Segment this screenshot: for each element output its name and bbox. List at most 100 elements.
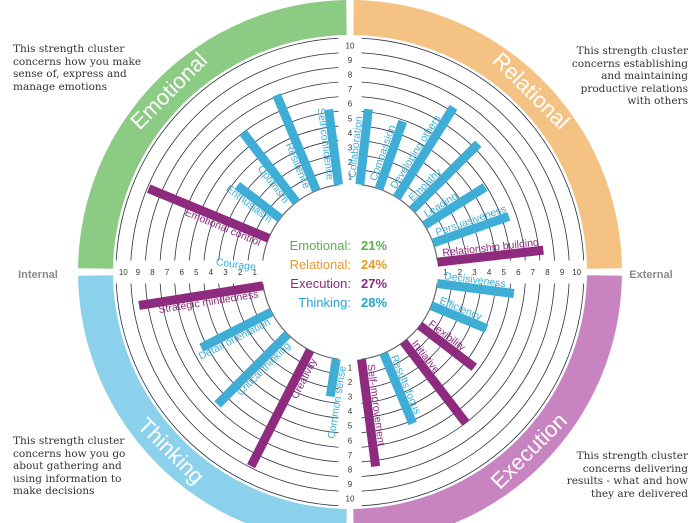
grid-circle [361, 52, 570, 261]
legend-name-execution: Execution: [290, 276, 351, 291]
bar-critical-thinking [214, 331, 291, 408]
legend-percent-execution: 27% [361, 276, 387, 291]
grid-circle [232, 154, 339, 261]
tick-label: 8 [348, 71, 353, 80]
grid-circle [361, 283, 555, 477]
tick-label: 10 [346, 495, 355, 504]
thinking-description: This strength cluster concerns how you g… [13, 435, 126, 497]
grid-circle [361, 283, 438, 360]
tick-label: 5 [501, 268, 506, 277]
grid-circle [361, 283, 453, 375]
tick-label: 8 [348, 466, 353, 475]
tick-label: 3 [348, 393, 353, 402]
tick-label: 7 [348, 451, 353, 460]
tick-label: 4 [348, 129, 353, 138]
grid-circle [115, 37, 339, 261]
grid-circle [203, 125, 339, 261]
bar-relationship-building [436, 245, 544, 267]
execution-description: This strength cluster concerns deliverin… [566, 450, 688, 500]
bar-common-sense [325, 358, 341, 398]
grid-circle [361, 81, 541, 261]
legend-name-emotional: Emotional: [290, 238, 351, 253]
bar-creativity [247, 348, 315, 469]
grid-circle [361, 283, 570, 492]
tick-label: 8 [545, 268, 550, 277]
grid-circle [115, 283, 339, 507]
execution-ring-segment [353, 275, 622, 523]
grid-circle [361, 283, 541, 463]
tick-label: 7 [531, 268, 536, 277]
tick-label: 3 [348, 144, 353, 153]
grid-circle [159, 81, 339, 261]
cluster-ring [76, 0, 624, 523]
tick-label: 1 [348, 173, 353, 182]
grid-circle [262, 184, 339, 261]
legend-name-thinking: Thinking: [298, 295, 351, 310]
bar-persuasiveness [431, 212, 511, 248]
grid-circle [361, 283, 526, 448]
bar-leading [422, 183, 488, 229]
tick-label: 2 [238, 268, 243, 277]
thinking-ring-segment [78, 275, 347, 523]
tick-label: 1 [252, 268, 257, 277]
bar-detail-orientation [199, 307, 274, 352]
external-axis-label: External [629, 269, 672, 281]
tick-label: 7 [165, 268, 170, 277]
tick-label: 2 [458, 268, 463, 277]
emotional-description: This strength cluster concerns how you m… [13, 43, 142, 93]
grid-circle [130, 52, 339, 261]
tick-label: 9 [136, 268, 141, 277]
tick-label: 2 [348, 378, 353, 387]
tick-label: 5 [348, 114, 353, 123]
tick-label: 4 [348, 407, 353, 416]
tick-label: 1 [443, 268, 448, 277]
bar-decisiveness [436, 279, 515, 299]
grid-circle [361, 283, 497, 419]
percent-legend: Emotional: 21% Relational: 24% Execution: 27%… [290, 238, 388, 310]
grid-circle [159, 283, 339, 463]
tick-label: 4 [209, 268, 214, 277]
tick-label: 6 [348, 436, 353, 445]
grid-circle [247, 169, 339, 261]
grid-circle [130, 283, 339, 492]
emotional-ring-segment [78, 0, 347, 269]
tick-label: 6 [179, 268, 184, 277]
grid-circle [361, 67, 555, 261]
grid-circle [145, 283, 339, 477]
bar-collaboration [355, 108, 373, 186]
grid-circle [361, 283, 585, 507]
bar-self-confidence [324, 108, 343, 186]
grid-circle [218, 140, 339, 261]
cluster-name-thinking: Thinking [133, 413, 209, 489]
bar-resilience [272, 93, 321, 193]
relational-ring-segment [353, 0, 622, 269]
tick-label: 10 [119, 268, 128, 277]
bar-developing-others [393, 104, 458, 200]
tick-label: 3 [223, 268, 228, 277]
tick-label: 4 [487, 268, 492, 277]
tick-label: 7 [348, 85, 353, 94]
legend-percent-relational: 24% [361, 257, 387, 272]
bar-emotional-control [146, 184, 271, 243]
bar-enthusiasm [234, 181, 283, 222]
tick-label: 9 [348, 480, 353, 489]
tick-label: 10 [346, 41, 355, 50]
tick-label: 10 [572, 268, 581, 277]
tick-label: 6 [516, 268, 521, 277]
cluster-name-execution: Execution [486, 408, 572, 494]
grid-circle [174, 96, 339, 261]
grid-circle [189, 111, 339, 261]
tick-label: 5 [194, 268, 199, 277]
strength-bars [138, 93, 544, 469]
tick-label: 9 [348, 56, 353, 65]
cluster-name-relational: Relational [488, 47, 575, 134]
tick-label: 9 [560, 268, 565, 277]
bar-empathy [409, 140, 482, 213]
legend-percent-emotional: 21% [361, 238, 387, 253]
tick-label: 2 [348, 158, 353, 167]
legend-name-relational: Relational: [290, 257, 351, 272]
relational-description: This strength cluster concerns establish… [571, 45, 688, 107]
bar-self-improvement [357, 358, 381, 467]
